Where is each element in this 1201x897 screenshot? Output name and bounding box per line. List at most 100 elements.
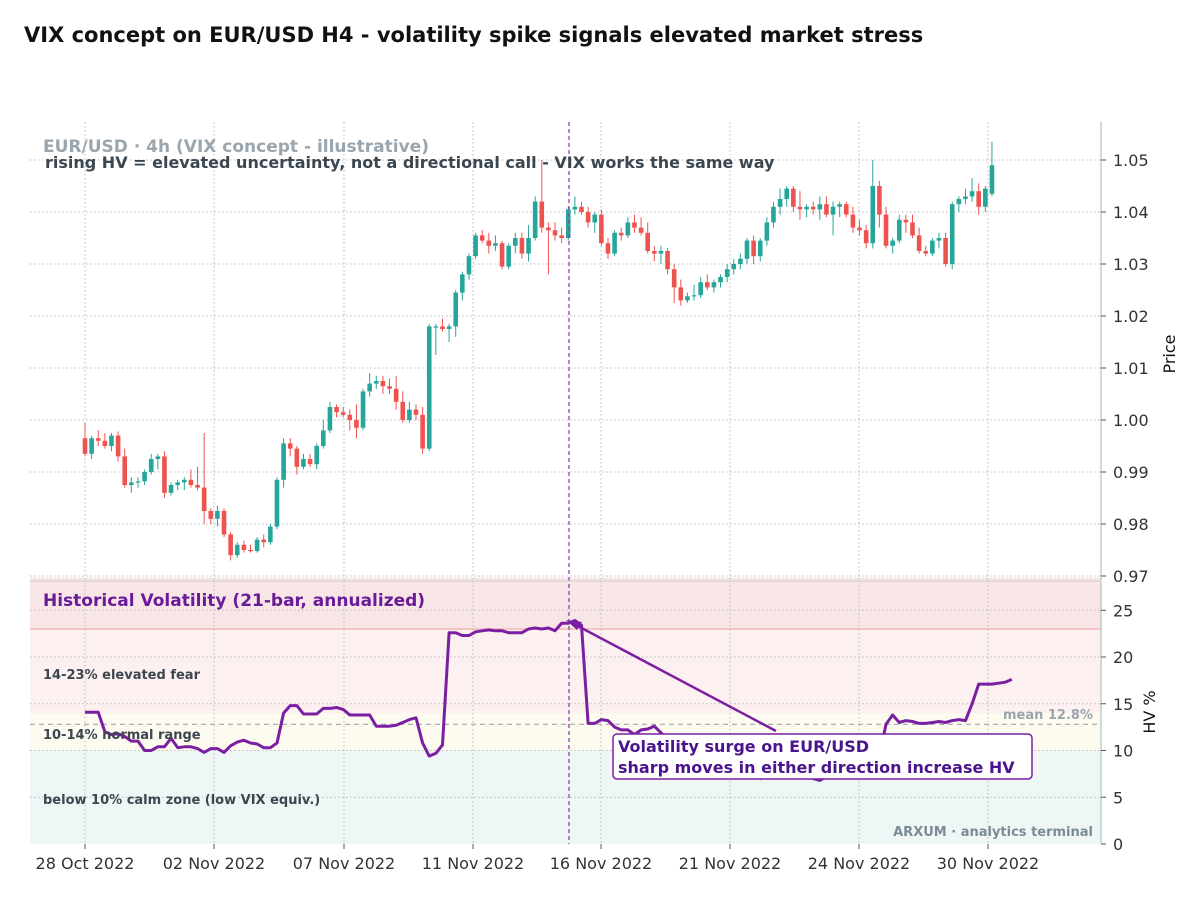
candle-body-89 xyxy=(671,269,677,288)
candle-body-98 xyxy=(731,264,737,270)
candle-body-63 xyxy=(499,243,505,267)
price-ytick-label-5: 1.02 xyxy=(1113,307,1149,326)
candle-body-130 xyxy=(943,238,948,264)
candle-body-4 xyxy=(109,435,114,446)
hv-ytick-label-4: 20 xyxy=(1113,648,1133,667)
annotation-line-1: Volatility surge on EUR/USD xyxy=(618,737,869,756)
brand-watermark: ARXUM · analytics terminal xyxy=(893,825,1093,840)
candle-body-22 xyxy=(228,534,233,556)
candle-body-121 xyxy=(883,214,889,246)
candle-body-38 xyxy=(334,407,339,413)
candle-body-39 xyxy=(340,412,346,415)
candle-body-24 xyxy=(241,544,247,550)
candle-body-105 xyxy=(777,199,783,207)
candle-body-86 xyxy=(652,251,657,254)
hv-zone-2 xyxy=(30,628,1101,714)
candle-body-64 xyxy=(506,245,511,267)
candle-body-33 xyxy=(301,459,306,467)
candle-body-103 xyxy=(764,222,770,241)
candle-body-120 xyxy=(877,186,882,215)
candle-body-46 xyxy=(387,386,392,389)
candle-body-10 xyxy=(148,459,154,472)
candlestick-series xyxy=(82,141,995,561)
candle-body-42 xyxy=(360,391,366,428)
candle-body-99 xyxy=(738,258,743,264)
candle-body-118 xyxy=(863,230,869,244)
candle-body-28 xyxy=(268,526,273,543)
candle-body-116 xyxy=(850,214,856,228)
candle-body-133 xyxy=(963,196,968,199)
candle-body-80 xyxy=(612,232,617,254)
candle-body-31 xyxy=(287,443,293,449)
candle-body-20 xyxy=(215,511,220,519)
candle-body-67 xyxy=(526,238,531,254)
annotation-line-2: sharp moves in either direction increase… xyxy=(618,758,1015,777)
price-ytick-label-2: 0.99 xyxy=(1113,463,1149,482)
zone-label-elevated: 14-23% elevated fear xyxy=(43,668,201,683)
price-ytick-label-7: 1.04 xyxy=(1113,203,1149,222)
candle-body-91 xyxy=(685,296,690,301)
price-panel-subtitle: EUR/USD · 4h (VIX concept - illustrative… xyxy=(43,137,429,157)
candle-body-13 xyxy=(168,485,174,493)
candle-body-27 xyxy=(261,539,267,543)
candle-body-100 xyxy=(744,240,750,259)
zone-label-calm: below 10% calm zone (low VIX equiv.) xyxy=(43,793,320,808)
candle-body-102 xyxy=(757,240,763,257)
xtick-label-6: 24 Nov 2022 xyxy=(808,854,910,873)
candle-body-66 xyxy=(519,238,525,254)
candle-body-69 xyxy=(539,201,545,228)
candle-body-90 xyxy=(678,287,684,301)
candle-body-16 xyxy=(188,479,194,485)
candle-body-107 xyxy=(791,188,796,207)
candle-body-93 xyxy=(698,282,703,296)
candle-body-25 xyxy=(248,550,253,552)
price-ytick-label-3: 1.00 xyxy=(1113,411,1149,430)
candle-body-76 xyxy=(585,212,591,223)
xtick-label-5: 21 Nov 2022 xyxy=(679,854,781,873)
price-panel-note: rising HV = elevated uncertainty, not a … xyxy=(45,153,775,172)
candle-body-21 xyxy=(221,511,227,535)
candle-body-60 xyxy=(479,235,485,241)
candle-body-110 xyxy=(810,206,816,210)
candle-body-51 xyxy=(420,414,425,449)
price-ytick-label-4: 1.01 xyxy=(1113,359,1149,378)
candle-body-106 xyxy=(784,188,790,199)
candle-body-0 xyxy=(82,438,88,454)
candle-body-132 xyxy=(956,199,962,205)
candle-body-108 xyxy=(797,206,803,210)
candle-body-71 xyxy=(552,230,558,236)
annotation-box xyxy=(612,733,1033,780)
candle-body-134 xyxy=(969,191,975,197)
hv-ytick-label-0: 0 xyxy=(1113,835,1123,854)
candle-body-54 xyxy=(440,326,445,329)
xtick-label-3: 11 Nov 2022 xyxy=(422,854,524,873)
candle-body-53 xyxy=(433,326,439,328)
candle-body-128 xyxy=(930,240,935,254)
xtick-label-1: 02 Nov 2022 xyxy=(163,854,265,873)
candle-body-40 xyxy=(347,414,353,420)
candle-body-127 xyxy=(923,251,929,254)
hv-ytick-label-5: 25 xyxy=(1113,601,1133,620)
price-ytick-label-6: 1.03 xyxy=(1113,255,1149,274)
candle-body-87 xyxy=(658,251,664,254)
candle-body-96 xyxy=(718,277,723,283)
zone-label-normal: 10-14% normal range xyxy=(43,728,201,743)
candle-body-35 xyxy=(314,446,319,465)
candle-body-55 xyxy=(446,326,452,329)
candle-body-137 xyxy=(989,165,995,194)
candle-body-37 xyxy=(327,407,333,431)
xtick-label-4: 16 Nov 2022 xyxy=(550,854,652,873)
candle-body-131 xyxy=(949,204,955,264)
candle-body-113 xyxy=(830,206,836,215)
candle-body-32 xyxy=(294,448,300,467)
hv-ytick-label-3: 15 xyxy=(1113,695,1133,714)
candle-body-45 xyxy=(380,381,386,387)
candle-body-3 xyxy=(102,440,108,446)
candle-body-124 xyxy=(903,219,909,223)
candle-body-26 xyxy=(254,539,260,552)
candle-body-88 xyxy=(665,251,670,270)
candle-body-125 xyxy=(910,222,915,236)
candle-body-112 xyxy=(824,204,829,215)
annotation-arrow xyxy=(573,622,777,733)
